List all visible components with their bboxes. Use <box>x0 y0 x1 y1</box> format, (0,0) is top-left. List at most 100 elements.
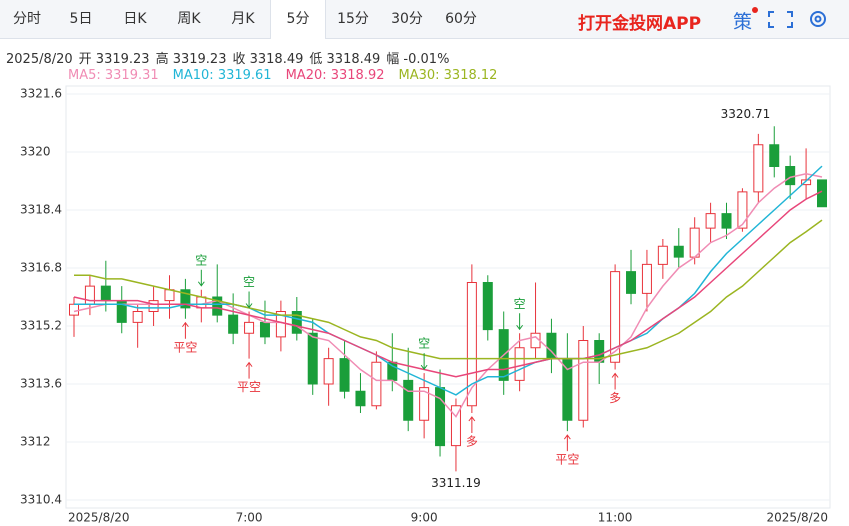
fullscreen-icon[interactable] <box>768 11 793 28</box>
candle-body <box>259 321 270 338</box>
plot-frame <box>65 85 831 509</box>
ma-line <box>74 165 823 396</box>
candle-body <box>355 390 366 407</box>
tab[interactable]: 15分 <box>337 11 369 27</box>
candle-body <box>180 289 191 309</box>
signal-label: 空 <box>243 275 255 289</box>
signal-arrow <box>468 416 476 433</box>
ma-line <box>74 219 823 360</box>
candle-body <box>291 311 302 334</box>
info-item: 2025/8/20 <box>6 52 73 67</box>
candle-body <box>801 179 812 186</box>
candle-body <box>228 314 239 334</box>
legend-item: MA20: 3318.92 <box>285 68 385 83</box>
candle-body <box>482 282 493 331</box>
candle-body <box>737 191 748 229</box>
info-item: 幅 -0.01% <box>386 52 450 67</box>
signal-label: 平空 <box>555 453 579 467</box>
candle-body <box>578 340 589 421</box>
signal-arrow <box>245 361 253 379</box>
x-tick-label: 7:00 <box>236 511 263 525</box>
candle-body <box>419 387 430 421</box>
y-tick-label: 3320 <box>20 145 51 159</box>
candle-body <box>371 361 382 407</box>
candle-body <box>626 271 637 294</box>
x-tick-label: 11:00 <box>598 511 633 525</box>
candle-body <box>450 405 461 447</box>
info-item: 开 3319.23 <box>78 52 150 67</box>
tab[interactable]: 日K <box>123 11 147 27</box>
x-tick-label: 9:00 <box>411 511 438 525</box>
signal-label: 空 <box>195 253 207 267</box>
x-tick-label: 2025/8/20 <box>68 511 130 525</box>
y-tick-label: 3318.4 <box>20 203 62 217</box>
tab[interactable]: 60分 <box>445 11 477 27</box>
tab[interactable]: 5分 <box>270 0 326 39</box>
candle-body <box>196 296 207 309</box>
candle-body <box>641 263 652 294</box>
tab[interactable]: 周K <box>177 11 201 27</box>
candle-body <box>69 303 79 316</box>
signal-arrow <box>563 434 571 452</box>
candle-body <box>148 300 159 312</box>
tab[interactable]: 5日 <box>69 11 93 27</box>
legend: MA5: 3319.31 MA10: 3319.61 MA20: 3318.92 MA… <box>68 68 511 83</box>
tab[interactable]: 30分 <box>391 11 423 27</box>
candle-body <box>610 271 621 363</box>
quote-info: 2025/8/20 开 3319.23 高 3319.23 收 3318.49 低 33… <box>6 48 455 67</box>
y-tick-label: 3315.2 <box>20 319 62 333</box>
tab[interactable]: 月K <box>231 11 255 27</box>
y-tick-label: 3310.4 <box>20 493 62 507</box>
candle-body <box>785 166 796 186</box>
candle-body <box>132 311 143 323</box>
high-label: 3320.71 <box>721 107 771 121</box>
candle-body <box>753 144 764 193</box>
ma-line <box>73 190 823 378</box>
y-tick-label: 3313.6 <box>20 377 62 391</box>
signal-arrow <box>245 291 253 309</box>
signal-label: 空 <box>514 297 526 311</box>
candle-body <box>705 213 716 229</box>
candle-body <box>514 347 525 381</box>
signal-arrow <box>611 372 619 390</box>
candle-body <box>100 285 111 302</box>
legend-item: MA30: 3318.12 <box>398 68 498 83</box>
candle-body <box>403 379 414 421</box>
info-item: 低 3318.49 <box>309 52 381 67</box>
candle-body <box>275 311 286 338</box>
candle-body <box>673 245 684 258</box>
candle-body <box>339 358 350 392</box>
y-tick-label: 3312 <box>20 435 51 449</box>
signal-arrow <box>197 269 205 287</box>
legend-item: MA5: 3319.31 <box>68 68 159 83</box>
info-item: 收 3318.49 <box>232 52 304 67</box>
candle-body <box>212 296 223 316</box>
signal-label: 平空 <box>237 380 261 394</box>
settings-icon[interactable] <box>810 11 826 27</box>
x-tick-label: 2025/8/20 <box>766 511 828 525</box>
info-item: 高 3319.23 <box>155 52 227 67</box>
candle-body <box>689 227 700 258</box>
candle-body <box>164 289 175 302</box>
tab-bar: 分时 5日 日K 周K 月K 5分 15分 30分 60分 <box>0 0 849 39</box>
candle-body <box>657 245 668 265</box>
legend-item: MA10: 3319.61 <box>172 68 272 83</box>
y-tick-label: 3321.6 <box>20 87 62 101</box>
y-tick-label: 3316.8 <box>20 261 62 275</box>
tab[interactable]: 分时 <box>13 11 41 27</box>
candle-body <box>323 358 334 385</box>
candle-body <box>84 285 95 305</box>
signal-label: 多 <box>466 435 478 449</box>
signal-arrow <box>182 321 189 339</box>
brand-link[interactable]: 打开金投网APP <box>578 14 702 34</box>
badge <box>752 7 758 13</box>
signal-arrow <box>516 313 524 331</box>
candle-body <box>307 332 318 385</box>
candle-body <box>244 321 255 334</box>
strategy-button[interactable]: 策 <box>733 11 753 33</box>
signal-label: 多 <box>609 391 621 405</box>
candle-body <box>769 144 780 167</box>
signal-label: 空 <box>418 337 430 351</box>
